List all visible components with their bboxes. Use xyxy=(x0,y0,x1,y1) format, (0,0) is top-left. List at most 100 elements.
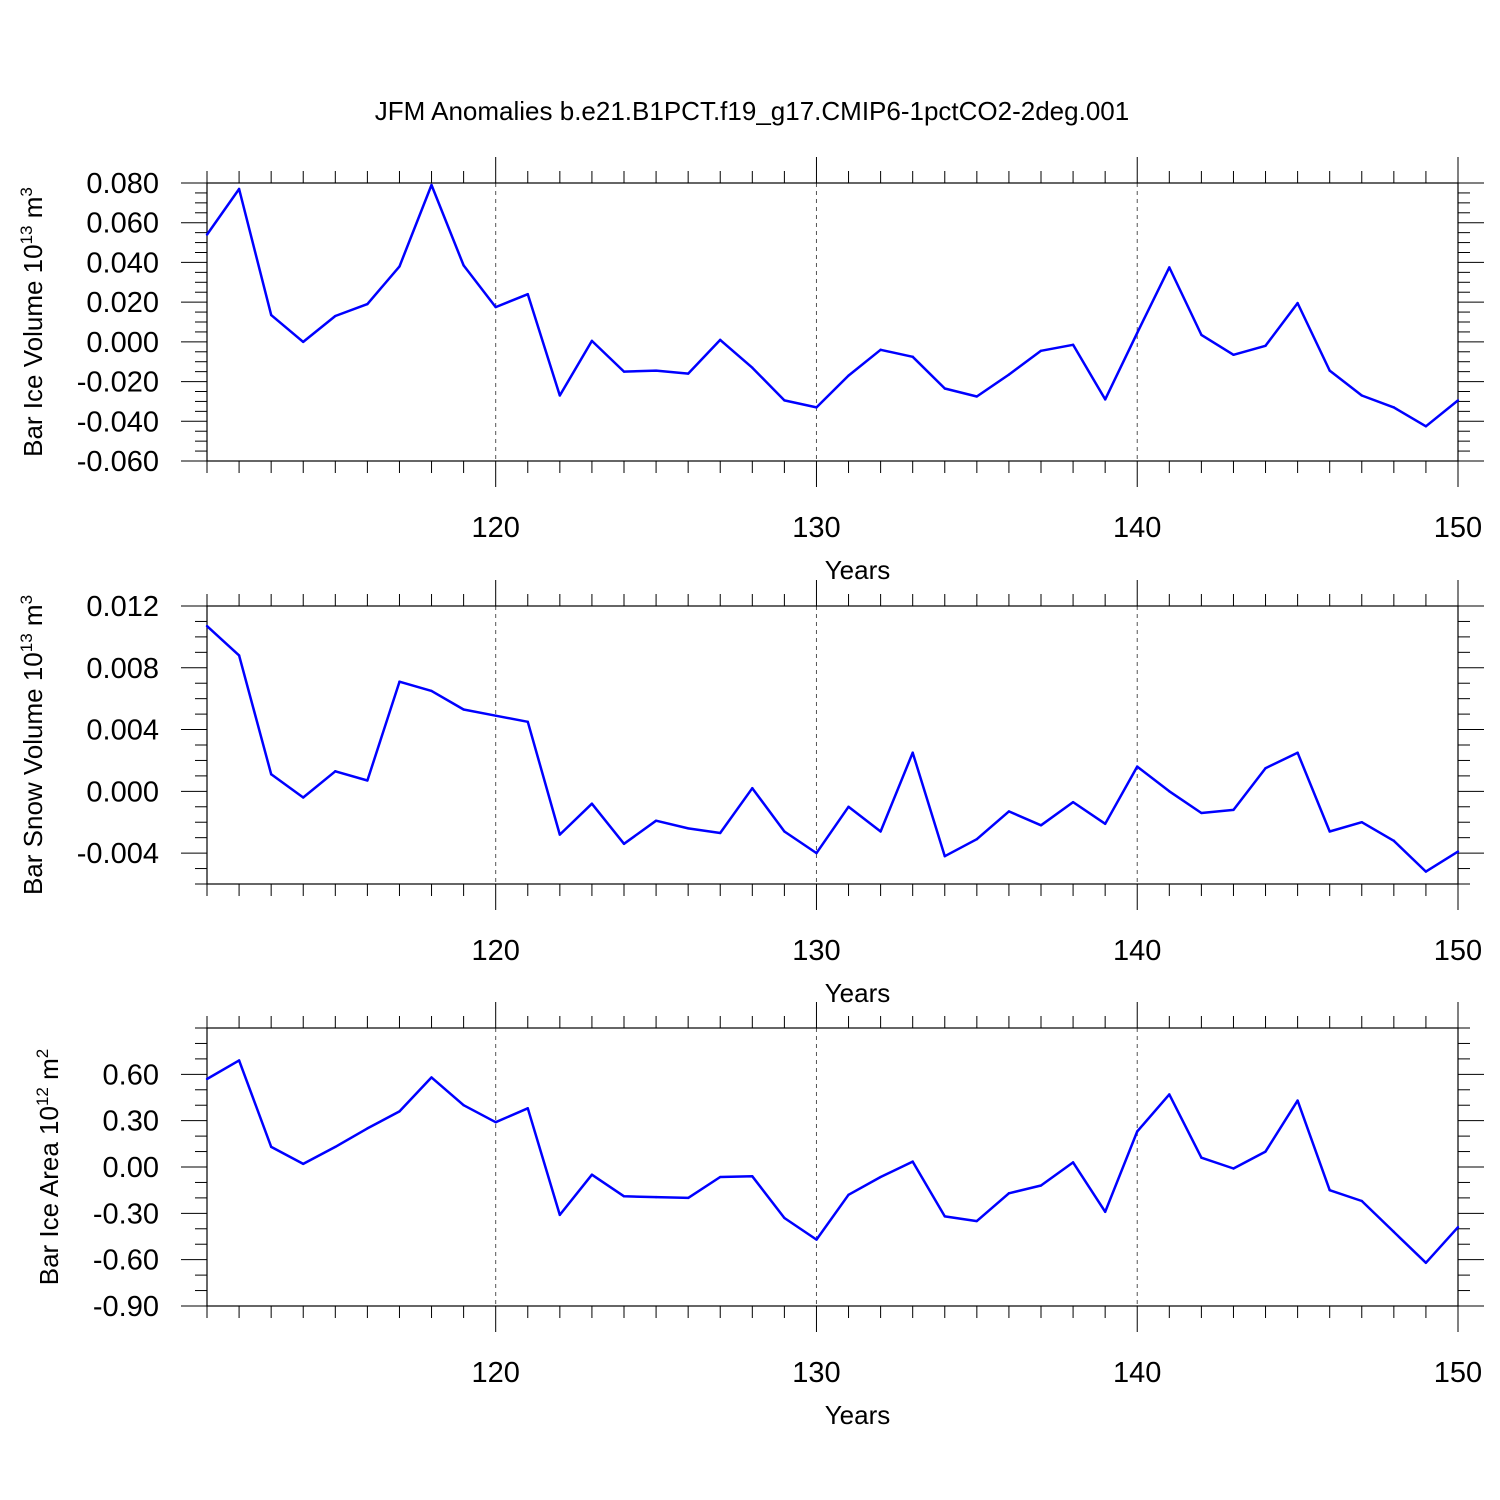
data-point xyxy=(879,830,882,833)
data-point xyxy=(783,399,786,402)
data-point xyxy=(943,855,946,858)
data-point xyxy=(462,708,465,711)
data-point xyxy=(366,1127,369,1130)
data-point xyxy=(1103,822,1107,825)
data-point xyxy=(1456,1226,1460,1229)
y-tick-label: 0.012 xyxy=(86,591,159,623)
data-point xyxy=(751,1175,754,1178)
y-axis-title: Bar Ice Volume 1013 m3 xyxy=(17,187,48,457)
data-point xyxy=(1039,824,1043,827)
data-point xyxy=(622,842,626,846)
data-point xyxy=(462,1104,465,1107)
y-axis-title-part: m xyxy=(18,604,48,633)
figure-title: JFM Anomalies b.e21.B1PCT.f19_g17.CMIP6-… xyxy=(375,96,1129,126)
y-tick-label: -0.30 xyxy=(93,1198,159,1230)
x-tick-label: 120 xyxy=(471,1357,519,1389)
data-point xyxy=(847,374,850,377)
data-point xyxy=(430,689,433,693)
y-tick-label: 0.040 xyxy=(86,247,159,279)
y-tick-label: -0.60 xyxy=(93,1245,159,1277)
data-point xyxy=(654,369,658,372)
plot-frame xyxy=(206,605,1459,885)
data-point xyxy=(366,779,369,782)
y-tick-label: 0.020 xyxy=(86,287,159,319)
y-axis-title-part: 13 xyxy=(17,633,36,652)
y-axis-title: Bar Ice Area 1012 m2 xyxy=(33,1049,64,1286)
data-point xyxy=(622,370,626,373)
data-point xyxy=(1456,850,1460,853)
data-point xyxy=(1039,1184,1043,1187)
x-tick-label: 120 xyxy=(471,512,519,544)
data-point xyxy=(1007,373,1011,376)
data-point xyxy=(1424,1261,1428,1264)
data-point xyxy=(526,293,529,296)
data-point xyxy=(751,787,754,790)
data-point xyxy=(558,833,562,836)
x-axis-title: Years xyxy=(825,555,891,585)
y-axis-title-part: 13 xyxy=(17,225,36,244)
chart-panels: -0.060 -0.040 -0.020 0.000 0.020 0.040 0.060 0.… xyxy=(17,157,1484,1430)
data-point xyxy=(1039,349,1043,352)
x-axis-title: Years xyxy=(825,978,891,1008)
y-tick-label: 0.30 xyxy=(103,1106,159,1138)
data-point xyxy=(1200,333,1203,337)
data-point xyxy=(1071,800,1075,804)
data-point xyxy=(1200,811,1203,815)
data-point xyxy=(366,302,369,306)
data-point xyxy=(1328,830,1331,833)
data-point xyxy=(302,1162,305,1166)
y-tick-label: -0.060 xyxy=(77,446,159,478)
series-line xyxy=(206,1059,1459,1265)
y-axis-title-part: Bar Ice Area 10 xyxy=(34,1106,64,1285)
plot-frame xyxy=(206,182,1459,462)
data-point xyxy=(686,372,690,375)
data-point xyxy=(526,720,529,724)
data-point xyxy=(943,1215,946,1218)
data-point xyxy=(558,394,562,397)
data-point xyxy=(205,624,209,628)
data-point xyxy=(334,1145,337,1149)
data-point xyxy=(975,838,979,841)
data-point xyxy=(1071,343,1075,347)
y-tick-label: -0.90 xyxy=(93,1291,159,1323)
x-tick-label: 140 xyxy=(1113,1357,1161,1389)
series-line xyxy=(206,625,1459,873)
panel-1: -0.060 -0.040 -0.020 0.000 0.020 0.040 0.060 0.… xyxy=(17,157,1484,585)
data-point xyxy=(526,1107,529,1110)
data-point xyxy=(975,395,979,398)
data-point xyxy=(205,233,209,236)
data-point xyxy=(1007,1192,1011,1195)
data-point xyxy=(1424,870,1428,873)
panel-2: -0.004 0.000 0.004 0.008 0.012 120 130 140 150 Ye… xyxy=(17,580,1484,1008)
y-axis-title-part: 3 xyxy=(17,595,36,604)
data-point xyxy=(943,387,946,390)
x-tick-label: 150 xyxy=(1434,935,1482,967)
data-point xyxy=(847,1193,850,1197)
y-tick-label: 0.004 xyxy=(86,715,159,747)
data-point xyxy=(911,355,914,358)
data-point xyxy=(1328,369,1331,372)
data-point xyxy=(462,264,465,267)
data-point xyxy=(430,1076,433,1079)
data-point xyxy=(1136,331,1139,335)
y-axis-title: Bar Snow Volume 1013 m3 xyxy=(17,595,48,895)
y-tick-label: 0.000 xyxy=(86,327,159,359)
data-point xyxy=(1168,266,1171,269)
data-point xyxy=(1071,1161,1075,1164)
y-axis-title-part: m xyxy=(34,1058,64,1087)
data-point xyxy=(1232,808,1235,812)
data-point xyxy=(1360,1199,1363,1203)
data-point xyxy=(783,1216,786,1220)
data-point xyxy=(398,680,401,683)
x-tick-label: 140 xyxy=(1113,935,1161,967)
data-point xyxy=(1392,839,1396,842)
data-point xyxy=(879,348,882,351)
y-tick-label: 0.000 xyxy=(86,776,159,808)
data-point xyxy=(815,406,818,409)
data-point xyxy=(1360,821,1363,824)
data-point xyxy=(1296,301,1299,305)
data-point xyxy=(1232,1167,1235,1170)
data-point xyxy=(430,183,433,187)
data-point xyxy=(847,805,850,808)
